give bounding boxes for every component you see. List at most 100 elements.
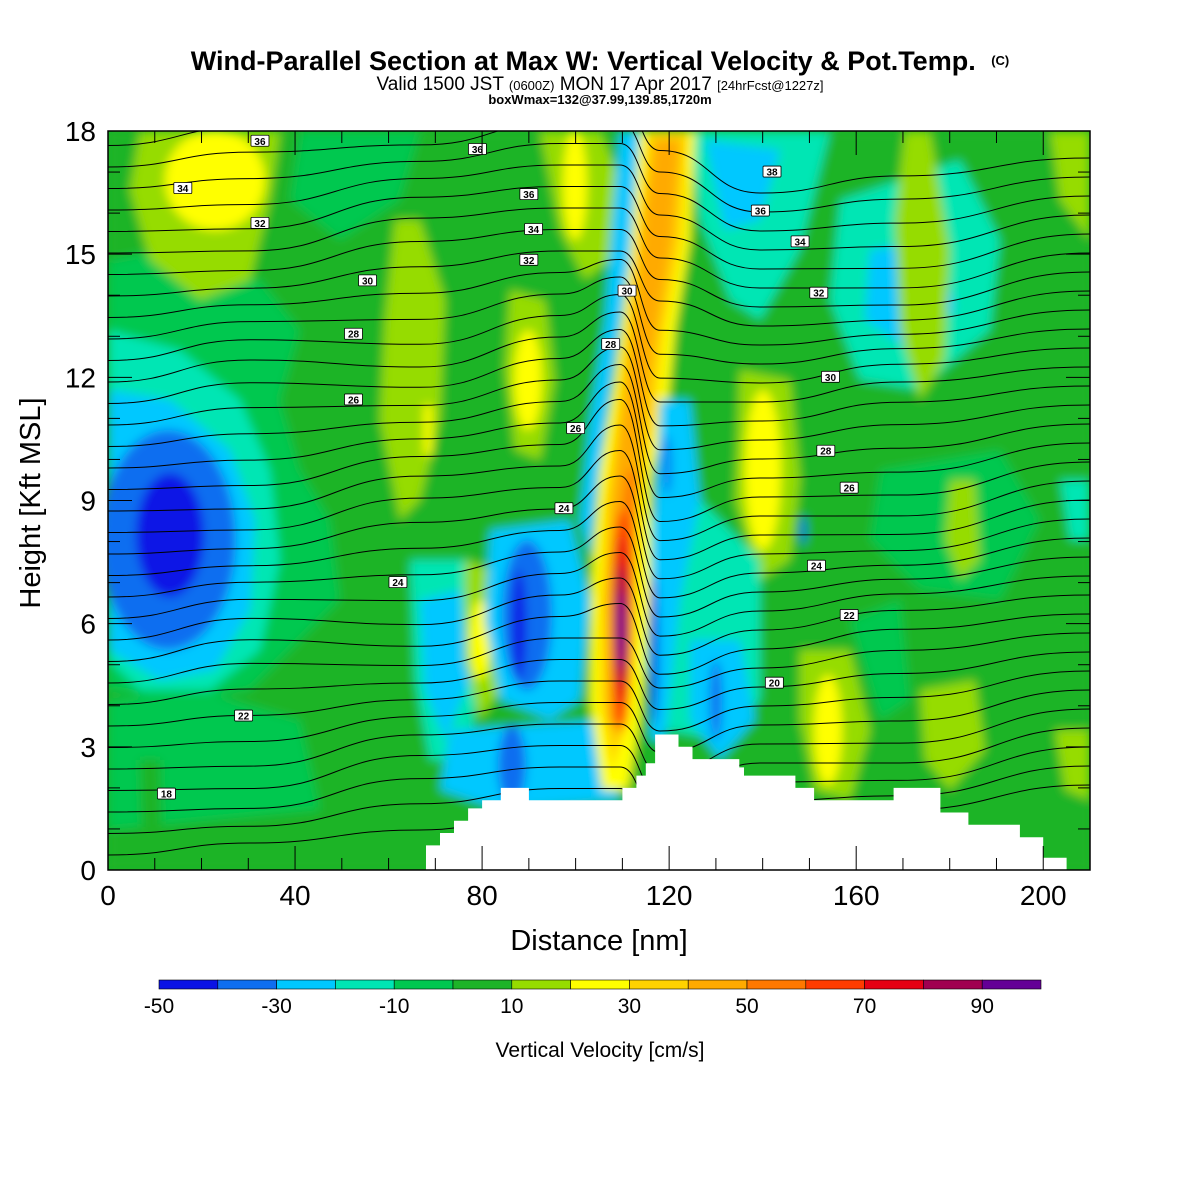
contour-label-box bbox=[524, 223, 543, 235]
contour-label-box bbox=[601, 338, 621, 350]
field-region bbox=[710, 660, 722, 740]
contour-label: 32 bbox=[250, 216, 270, 230]
contour-label: 24 bbox=[554, 502, 574, 515]
field-region bbox=[1060, 480, 1090, 540]
isentrope-line bbox=[108, 475, 1090, 580]
contour-label: 32 bbox=[519, 253, 539, 267]
contour-label-box bbox=[807, 559, 826, 572]
isentrope-line bbox=[108, 164, 1090, 251]
isentrope-line bbox=[108, 765, 1090, 840]
contour-label: 26 bbox=[839, 481, 859, 495]
colorbar-swatch bbox=[393, 979, 454, 990]
isentrope-line bbox=[108, 328, 1090, 427]
isentrope-line bbox=[108, 689, 1090, 754]
isentrope-line bbox=[108, 602, 1090, 675]
contour-label: 28 bbox=[601, 338, 621, 351]
colorbar-tick-label: 70 bbox=[853, 995, 876, 1018]
contour-label-box bbox=[617, 284, 637, 297]
y-tick-label: 18 bbox=[65, 116, 96, 147]
contour-label-text: 32 bbox=[254, 219, 266, 230]
contour-label-box bbox=[554, 502, 574, 515]
field-region bbox=[136, 473, 204, 597]
field-region bbox=[502, 540, 552, 690]
colorbar-swatch bbox=[805, 979, 865, 990]
contour-label: 24 bbox=[807, 559, 826, 573]
contour-label: 26 bbox=[566, 422, 586, 435]
contour-label-box bbox=[358, 274, 377, 287]
contour-label-text: 26 bbox=[570, 424, 582, 435]
contour-label-box bbox=[790, 235, 810, 248]
contour-label: 26 bbox=[344, 393, 363, 406]
contour-label-text: 28 bbox=[348, 330, 360, 341]
field-region bbox=[800, 515, 806, 545]
colorbar-swatch bbox=[864, 979, 924, 990]
chart-title-mark: (C) bbox=[991, 53, 1009, 68]
contour-label: 38 bbox=[762, 165, 782, 179]
isentrope-line bbox=[108, 186, 1090, 270]
contour-label: 28 bbox=[816, 444, 836, 458]
chart-subtitle: Valid 1500 JST (0600Z) MON 17 Apr 2017 [… bbox=[377, 74, 824, 95]
x-tick-label: 160 bbox=[833, 880, 880, 911]
contour-label-box bbox=[250, 134, 270, 147]
x-tick-label: 0 bbox=[100, 880, 116, 911]
contour-label: 24 bbox=[388, 576, 408, 589]
colorbar-swatch bbox=[629, 979, 689, 990]
colorbar-swatch bbox=[746, 979, 807, 990]
contour-label-text: 22 bbox=[844, 611, 856, 622]
isentrope-line bbox=[108, 363, 1090, 475]
colorbar-tick-label: -10 bbox=[379, 995, 409, 1018]
isentrope-line bbox=[108, 424, 1090, 542]
field-region bbox=[945, 480, 980, 580]
field-region bbox=[498, 725, 526, 805]
field-region bbox=[563, 131, 587, 240]
contour-label-box bbox=[519, 188, 539, 201]
chart-info-line: boxWmax=132@37.99,139.85,1720m bbox=[488, 92, 711, 107]
contour-label: 30 bbox=[358, 274, 377, 287]
isentrope-line bbox=[108, 670, 1090, 732]
field-region bbox=[690, 640, 755, 760]
colorbar-tick-label: -50 bbox=[144, 995, 174, 1018]
isentrope-lines bbox=[108, 131, 1090, 861]
contour-labels: 36 36 38 34 36 36 32 34 34 32 30 30 32 28 28 30 26 26 28 26… bbox=[157, 134, 859, 801]
contour-label-box bbox=[566, 422, 586, 435]
isentrope-line bbox=[108, 381, 1090, 499]
contour-label: 34 bbox=[524, 223, 543, 236]
x-tick-label: 40 bbox=[279, 880, 310, 911]
contour-label-text: 34 bbox=[795, 237, 807, 248]
isentrope-line bbox=[108, 500, 1090, 599]
colorbar-tick-label: 90 bbox=[971, 995, 994, 1018]
colorbar-swatch bbox=[217, 979, 277, 990]
isentrope-line bbox=[108, 551, 1090, 637]
isentrope-line bbox=[108, 632, 1090, 689]
colorbar-swatch bbox=[511, 979, 571, 990]
chart-title: Wind-Parallel Section at Max W: Vertical… bbox=[191, 46, 1010, 76]
colorbar-tick-label: 30 bbox=[618, 995, 641, 1018]
colorbar-swatch bbox=[570, 979, 630, 990]
velocity-field bbox=[108, 131, 1090, 870]
contour-label-box bbox=[344, 393, 363, 406]
contour-label-text: 28 bbox=[605, 340, 617, 351]
x-tick-label: 120 bbox=[646, 880, 693, 911]
isentrope-line bbox=[108, 229, 1090, 308]
colorbar-swatch bbox=[335, 979, 395, 990]
contour-label-text: 18 bbox=[161, 790, 173, 801]
contour-label-text: 20 bbox=[769, 679, 781, 690]
contour-label-box bbox=[809, 286, 829, 299]
terrain bbox=[425, 734, 1067, 870]
contour-label: 20 bbox=[764, 676, 784, 690]
isentrope-line bbox=[108, 276, 1090, 365]
contour-label-text: 36 bbox=[472, 145, 484, 156]
isentrope-line bbox=[108, 207, 1090, 289]
isentrope-line bbox=[108, 746, 1090, 818]
y-tick-label: 9 bbox=[80, 486, 96, 517]
contour-label-text: 34 bbox=[177, 184, 189, 195]
colorbar-swatch bbox=[158, 979, 219, 990]
contour-label: 34 bbox=[173, 182, 193, 195]
contour-label: 36 bbox=[250, 134, 270, 148]
contour-label-box bbox=[234, 709, 254, 722]
contour-label-box bbox=[764, 676, 784, 689]
y-tick-label: 15 bbox=[65, 239, 96, 270]
isentrope-line bbox=[108, 143, 1090, 232]
contour-label-text: 26 bbox=[348, 395, 360, 406]
